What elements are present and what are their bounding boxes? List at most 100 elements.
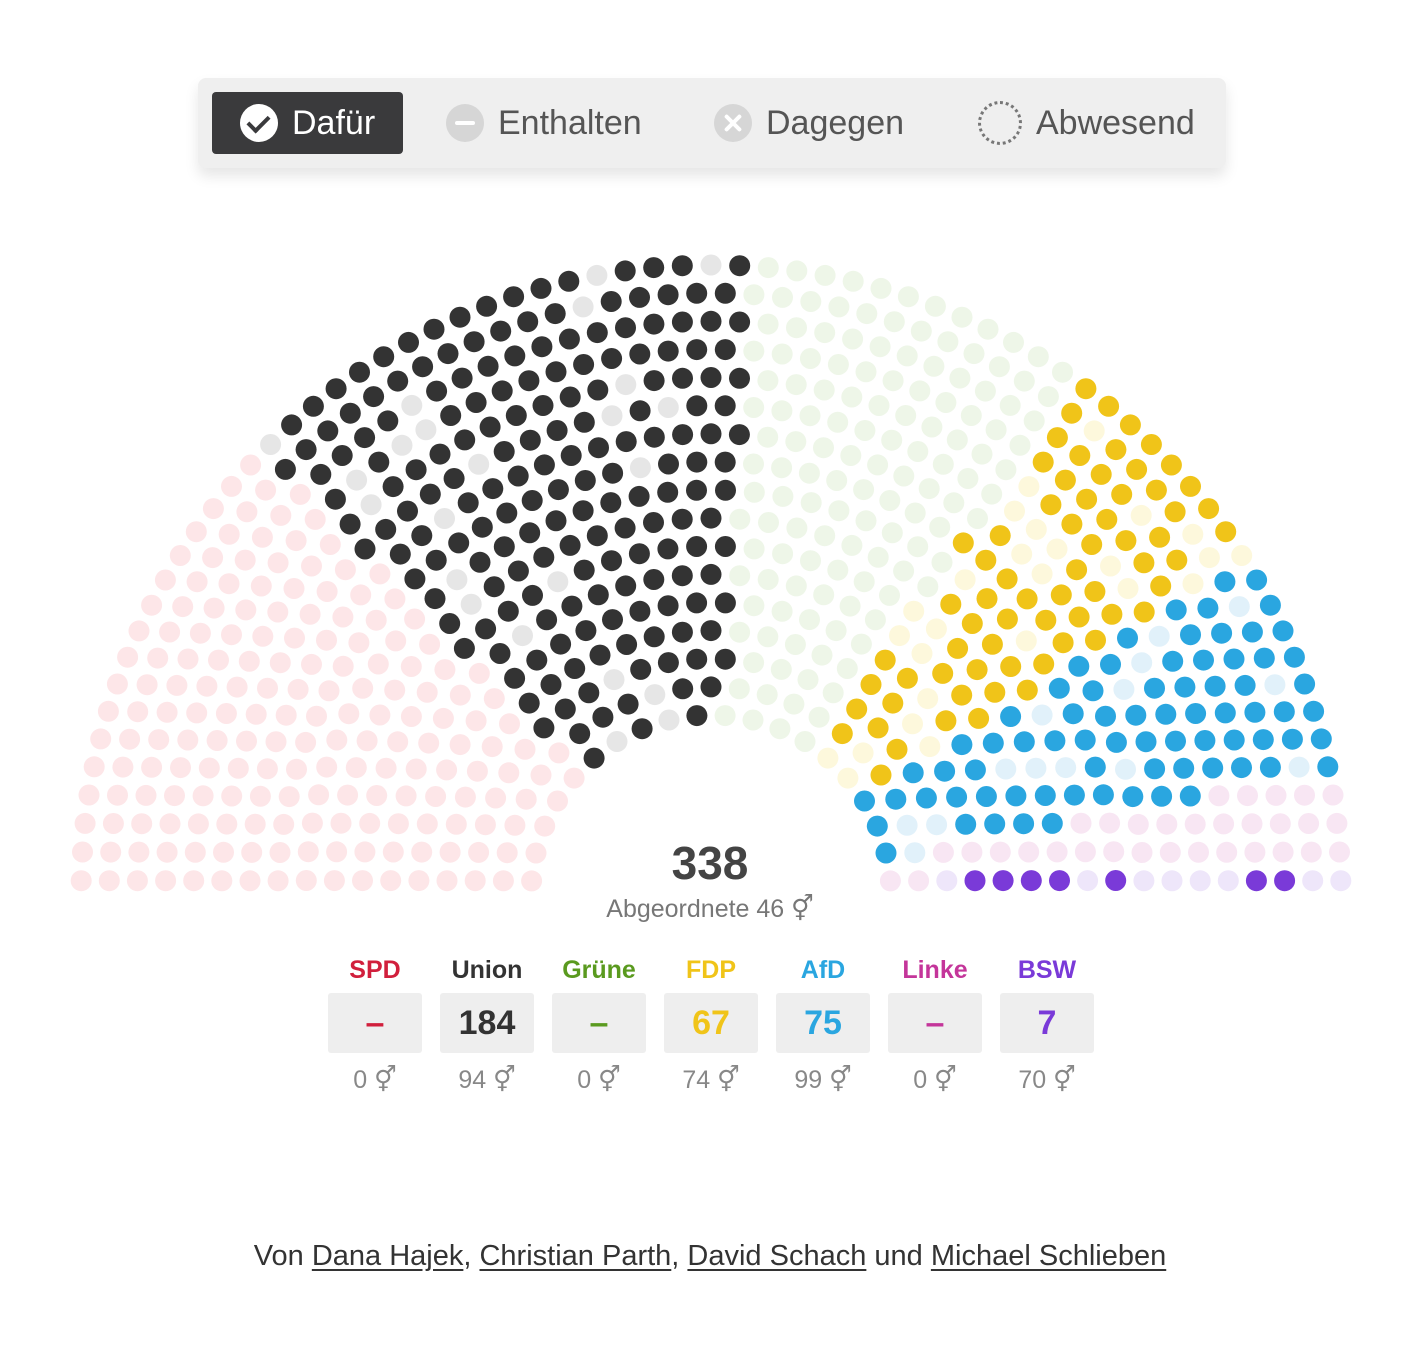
seat-dot — [240, 454, 262, 476]
seat-dot — [657, 538, 679, 560]
seat-dot — [981, 633, 1003, 655]
tab-dafuer[interactable]: Dafür — [212, 92, 404, 154]
seat-dot — [1150, 575, 1172, 597]
seat-dot — [1133, 552, 1155, 574]
seat-dot — [1135, 731, 1157, 753]
seat-dot — [1182, 523, 1204, 545]
hemicycle-chart — [70, 254, 1352, 892]
seat-dot — [926, 814, 948, 836]
seat-dot — [404, 568, 426, 590]
seat-dot — [554, 698, 576, 720]
seat-dot — [1174, 676, 1196, 698]
seat-dot — [1100, 653, 1121, 675]
party-gruene: Grüne – 0 ⚥ — [552, 955, 646, 1095]
seat-dot — [897, 286, 919, 308]
tab-dagegen[interactable]: Dagegen — [714, 92, 904, 154]
seat-dot — [989, 525, 1011, 547]
seat-dot — [964, 759, 986, 781]
party-value: – — [552, 993, 646, 1053]
seat-dot — [273, 813, 295, 835]
seat-dot — [385, 630, 407, 652]
seat-dot — [504, 345, 526, 367]
seat-dot — [1330, 870, 1352, 892]
seat-dot — [1253, 647, 1275, 669]
seat-dot — [100, 841, 122, 863]
seat-dot — [544, 303, 566, 325]
tab-enthalten[interactable]: Enthalten — [446, 92, 642, 154]
seat-dot — [988, 356, 1010, 378]
seat-dot — [1130, 504, 1152, 526]
seat-dot — [267, 870, 289, 892]
seat-dot — [352, 677, 374, 699]
seat-dot — [369, 563, 391, 585]
seat-dot — [811, 644, 833, 666]
seat-dot — [967, 508, 988, 529]
seat-dot — [854, 790, 875, 812]
seat-dot — [743, 481, 765, 503]
seat-dot — [643, 626, 665, 648]
seat-dot — [558, 328, 580, 350]
seat-dot — [203, 597, 225, 619]
seat-dot — [211, 870, 233, 892]
seat-dot — [1069, 445, 1091, 466]
seat-dot — [963, 343, 985, 365]
seat-dot — [1216, 841, 1238, 863]
seat-dot — [98, 870, 120, 892]
seat-dot — [532, 395, 554, 416]
seat-dot — [70, 870, 92, 892]
author-link[interactable]: Dana Hajek — [311, 1240, 464, 1272]
seat-dot — [1048, 677, 1070, 699]
seat-dot — [1119, 414, 1141, 436]
seat-dot — [434, 659, 456, 681]
seat-dot — [743, 652, 765, 674]
seat-dot — [189, 622, 211, 644]
seat-dot — [249, 785, 271, 807]
seat-dot — [996, 568, 1018, 590]
seat-dot — [216, 813, 238, 835]
seat-dot — [947, 637, 969, 659]
author-link[interactable]: Christian Parth — [479, 1240, 672, 1272]
seat-dot — [629, 400, 651, 422]
seat-dot — [852, 742, 874, 764]
seat-dot — [540, 674, 562, 695]
author-link[interactable]: Michael Schlieben — [930, 1240, 1167, 1272]
seat-dot — [629, 343, 651, 365]
seat-dot — [870, 277, 892, 299]
seat-dot — [935, 392, 957, 413]
seat-dot — [875, 842, 897, 864]
seat-dot — [743, 284, 765, 306]
tab-abwesend-label: Abwesend — [1036, 103, 1195, 142]
seat-dot — [904, 502, 926, 524]
seat-dot — [1204, 675, 1226, 697]
seat-dot — [932, 841, 954, 863]
seat-dot — [468, 841, 490, 863]
seat-dot — [218, 523, 240, 545]
author-link[interactable]: David Schach — [687, 1240, 867, 1272]
seat-dot — [454, 786, 476, 808]
seat-dot — [925, 618, 947, 640]
seat-dot — [628, 485, 650, 507]
seat-dot — [1156, 813, 1178, 835]
seat-dot — [1166, 549, 1188, 571]
seat-dot — [1272, 620, 1294, 642]
seat-dot — [989, 841, 1011, 863]
seat-dot — [391, 434, 413, 456]
seat-dot — [657, 284, 679, 306]
party-women: 0 ⚥ — [913, 1066, 957, 1094]
seat-dot — [107, 784, 128, 806]
tab-abwesend[interactable]: Abwesend — [976, 92, 1195, 154]
byline-prefix: Von — [253, 1240, 304, 1272]
seat-dot — [380, 870, 402, 892]
seat-dot — [187, 813, 209, 835]
seat-dot — [867, 454, 889, 476]
seat-dot — [743, 340, 765, 362]
seat-dot — [493, 536, 515, 558]
seat-dot — [460, 593, 482, 615]
seat-dot — [771, 600, 793, 622]
seat-dot — [643, 370, 665, 392]
seat-dot — [457, 492, 479, 514]
seat-dot — [1214, 571, 1236, 593]
seat-dot — [643, 512, 664, 533]
seat-dot — [547, 479, 569, 501]
seat-dot — [1283, 646, 1305, 668]
